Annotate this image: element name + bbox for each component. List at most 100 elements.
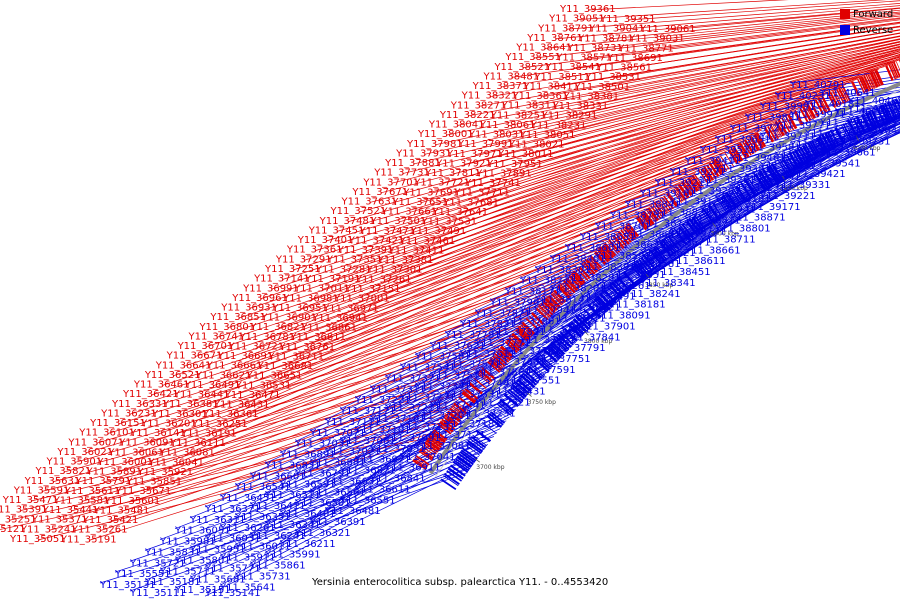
reverse-gene-label: Y11_37761 — [504, 346, 561, 357]
reverse-gene-label: Y11_35771 — [204, 563, 261, 574]
forward-leader-line — [150, 250, 597, 396]
forward-gene — [738, 142, 750, 158]
forward-gene — [479, 370, 493, 383]
forward-leader-line — [129, 274, 571, 415]
reverse-gene — [559, 331, 574, 346]
forward-gene — [851, 80, 861, 97]
reverse-gene-label: Y11_38941 — [699, 205, 756, 216]
forward-gene — [659, 198, 671, 212]
forward-gene — [821, 95, 831, 112]
reverse-gene — [644, 253, 658, 268]
reverse-gene-label: Y11_36501 — [294, 498, 351, 509]
forward-leader-line — [208, 282, 562, 435]
forward-gene-label: Y11_38011 — [497, 149, 554, 160]
forward-gene — [572, 270, 586, 285]
forward-gene-label: Y11_36471 — [224, 390, 281, 401]
forward-gene-label: Y11_36071 — [67, 437, 124, 448]
reverse-gene-label: Y11_37241 — [429, 400, 486, 411]
forward-gene — [711, 160, 723, 176]
forward-gene — [515, 329, 529, 342]
forward-gene — [751, 135, 761, 151]
forward-gene — [537, 306, 550, 318]
reverse-gene-label: Y11_37071 — [309, 428, 366, 439]
forward-leader-line — [584, 18, 900, 59]
forward-gene-label: Y11_36191 — [180, 428, 237, 439]
reverse-gene-label: Y11_37161 — [369, 414, 426, 425]
reverse-gene — [791, 150, 803, 168]
forward-gene — [585, 259, 598, 273]
reverse-gene-label: Y11_37901 — [579, 321, 636, 332]
forward-leader-line — [496, 43, 900, 136]
forward-gene-label: Y11_36491 — [184, 380, 241, 391]
reverse-gene — [702, 208, 715, 225]
legend-forward: Forward — [840, 6, 898, 22]
forward-gene — [719, 155, 730, 170]
reverse-gene — [499, 398, 515, 413]
forward-gene-label: Y11_37011 — [293, 284, 350, 295]
forward-gene-label: Y11_37671 — [351, 187, 408, 198]
forward-leader-line — [577, 0, 887, 20]
forward-gene — [536, 307, 549, 320]
reverse-gene-label: Y11_39211 — [654, 178, 711, 189]
reverse-gene — [447, 467, 464, 480]
forward-gene — [597, 249, 610, 263]
forward-gene — [599, 246, 612, 261]
forward-gene — [530, 312, 545, 325]
scale-tick — [782, 175, 786, 182]
legend-reverse-label: Reverse — [853, 24, 894, 36]
reverse-gene-label: Y11_39421 — [789, 169, 846, 180]
forward-gene — [593, 251, 607, 266]
forward-gene — [458, 396, 472, 408]
scale-tick — [711, 222, 717, 228]
reverse-gene-label: Y11_39341 — [744, 172, 801, 183]
forward-gene — [587, 258, 599, 272]
forward-gene — [681, 181, 693, 197]
reverse-gene — [529, 364, 545, 377]
forward-leader-line — [380, 56, 900, 194]
forward-gene-label: Y11_37001 — [333, 294, 390, 305]
forward-gene — [863, 75, 872, 91]
reverse-gene — [777, 159, 788, 176]
forward-gene — [653, 202, 666, 217]
reverse-gene-label: Y11_38351 — [609, 270, 666, 281]
forward-gene — [682, 181, 694, 195]
reverse-gene-label: Y11_35981 — [159, 537, 216, 548]
forward-gene — [437, 423, 452, 435]
reverse-gene — [886, 101, 897, 120]
forward-gene-label: Y11_36531 — [235, 380, 292, 391]
forward-gene — [625, 225, 637, 239]
forward-gene — [652, 204, 663, 218]
reverse-gene-label: Y11_38261 — [594, 281, 651, 292]
forward-gene — [784, 115, 795, 131]
reverse-gene-label: Y11_35681 — [189, 574, 246, 585]
forward-gene — [439, 420, 454, 433]
reverse-leader-line — [174, 460, 477, 589]
reverse-gene — [506, 390, 522, 404]
forward-gene-label: Y11_38381 — [563, 91, 620, 102]
reverse-gene — [729, 190, 741, 206]
scale-tick — [526, 392, 532, 397]
reverse-gene-label: Y11_36031 — [204, 534, 261, 545]
forward-gene — [673, 188, 684, 202]
reverse-gene — [612, 281, 626, 296]
forward-gene-label: Y11_37681 — [442, 197, 499, 208]
reverse-gene — [674, 229, 687, 245]
reverse-gene — [810, 139, 822, 157]
forward-gene — [663, 195, 674, 210]
reverse-gene — [663, 238, 676, 253]
forward-leader-line — [591, 36, 900, 98]
forward-gene-label: Y11_36111 — [169, 438, 226, 449]
forward-gene — [675, 186, 687, 201]
forward-gene — [493, 353, 508, 365]
reverse-gene — [718, 197, 730, 214]
forward-gene-label: Y11_39351 — [599, 14, 656, 25]
reverse-gene-label: Y11_38281 — [564, 273, 621, 284]
map-caption: Yersinia enterocolitica subsp. palearcti… — [310, 577, 611, 588]
forward-leader-line — [249, 152, 726, 309]
forward-gene-label: Y11_35601 — [104, 496, 161, 507]
reverse-gene — [707, 204, 721, 221]
forward-leader-line — [271, 132, 757, 290]
forward-gene-label: Y11_37521 — [330, 206, 387, 217]
forward-gene — [749, 136, 760, 152]
forward-gene — [588, 257, 600, 271]
